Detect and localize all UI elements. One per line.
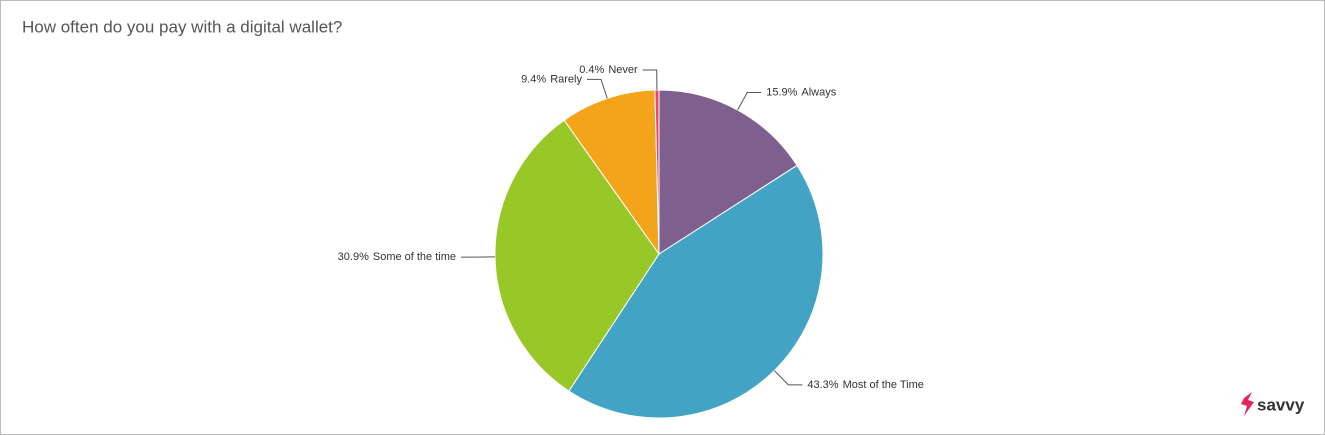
category-label: Most of the Time [843,379,924,391]
value-label: 0.4% [579,64,604,76]
category-label: Never [608,64,638,76]
category-label: Rarely [550,73,582,85]
category-label: Always [801,86,836,98]
value-label: 15.9% [766,86,797,98]
leader-line [773,370,803,386]
leader-line [586,78,608,99]
chart-title: How often do you pay with a digital wall… [22,17,342,36]
value-label: 30.9% [338,251,369,263]
data-label: 43.3% Most of the Time [807,379,924,391]
pie-slice [563,89,660,256]
data-label: 30.9% Some of the time [338,251,456,263]
category-label: Some of the time [373,251,456,263]
logo-icon [1241,392,1254,416]
value-label: 43.3% [807,379,838,391]
pie-slice [494,119,660,392]
logo: savvy [1241,392,1305,416]
data-label: 15.9% Always [766,86,837,98]
leader-line [737,92,762,111]
logo-text: savvy [1257,395,1305,414]
pie-slice [654,89,660,255]
leader-line [642,69,658,91]
data-label: 9.4% Rarely [521,73,582,85]
data-label: 0.4% Never [579,64,638,76]
value-label: 9.4% [521,73,546,85]
